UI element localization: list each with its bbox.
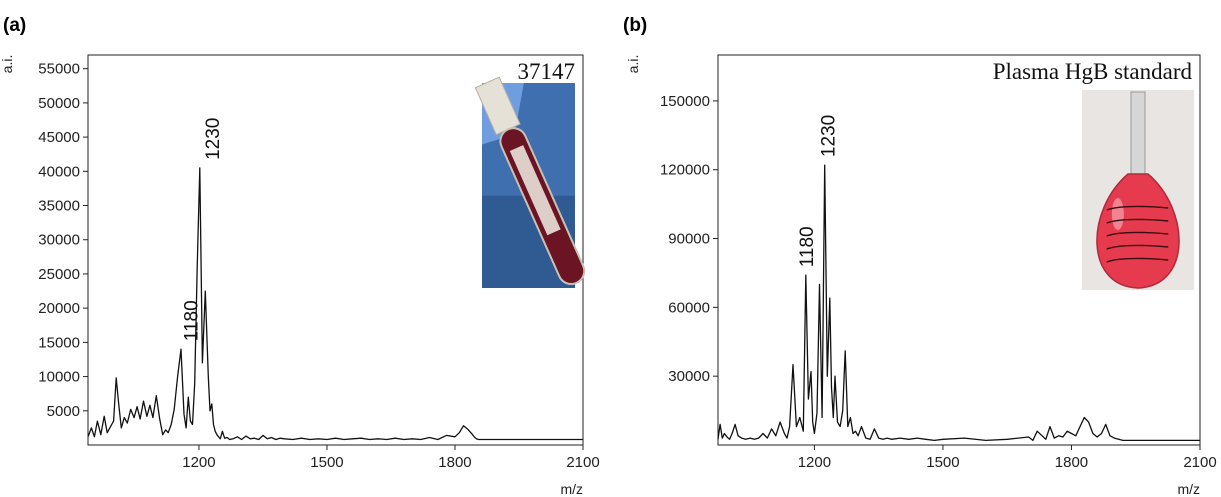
peak-label: 1180 [181,300,202,341]
y-axis-label: a.i. [0,55,15,74]
sample-tube-photo [474,76,586,288]
x-tick-label: 1500 [310,454,343,471]
flask-handwriting [1106,257,1169,263]
y-tick-label: 90000 [668,231,710,248]
x-axis-label: m/z [560,481,583,497]
y-tick-label: 45000 [38,129,80,146]
y-tick-label: 60000 [668,299,710,316]
y-tick-label: 30000 [668,368,710,385]
x-axis-label: m/z [1177,481,1200,497]
y-tick-label: 35000 [38,198,80,215]
x-tick-label: 2100 [1183,454,1216,471]
flask-handwriting [1106,205,1169,211]
spectrum-chart-a: (a) a.i. m/z 5000 10000 15000 20000 25000 30000 3… [0,15,600,497]
sample-label: Plasma HgB standard [993,59,1193,84]
flask-handwriting [1106,244,1169,250]
panel-b: (b) a.i. m/z 30000 60000 90000 120000 150000 120… [610,0,1221,497]
peak-label: 1180 [797,226,818,267]
spectrum-line [717,164,1200,442]
y-tick-label: 10000 [38,369,80,386]
x-tick-label: 1200 [798,454,831,471]
plot-frame [717,54,1201,446]
spectrum-line [87,167,583,441]
y-tick-label: 5000 [47,403,80,420]
test-tube [474,76,586,286]
x-tick-label: 2100 [566,454,599,471]
x-tick-label: 1800 [438,454,471,471]
y-tick-label: 50000 [38,95,80,112]
peak-label: 1230 [818,115,839,157]
flask-handwriting [1106,231,1169,237]
panel-a: (a) a.i. m/z 5000 10000 15000 20000 25000 30000 3… [0,0,610,497]
flask-highlight [1111,198,1124,230]
peak-label: 1230 [203,118,224,160]
panel-label: (a) [3,15,26,36]
y-tick-label: 55000 [38,61,80,78]
y-axis-label: a.i. [625,55,641,74]
sample-label: 37147 [518,59,576,84]
y-tick-label: 15000 [38,334,80,351]
y-tick-label: 20000 [38,300,80,317]
x-tick-label: 1200 [182,454,215,471]
y-tick-label: 120000 [660,162,710,179]
spectrum-chart-b: (b) a.i. m/z 30000 60000 90000 120000 150000 120… [623,15,1217,497]
y-tick-label: 40000 [38,163,80,180]
panel-label: (b) [623,15,647,36]
x-tick-label: 1800 [1055,454,1088,471]
y-tick-label: 150000 [660,93,710,110]
y-tick-label: 30000 [38,232,80,249]
y-tick-label: 25000 [38,266,80,283]
tube-sticker [509,145,561,236]
flask-neck [1130,91,1146,177]
flask-handwriting [1106,218,1169,224]
plot-frame [87,54,584,446]
volumetric-flask-photo [1082,90,1194,290]
x-tick-label: 1500 [926,454,959,471]
